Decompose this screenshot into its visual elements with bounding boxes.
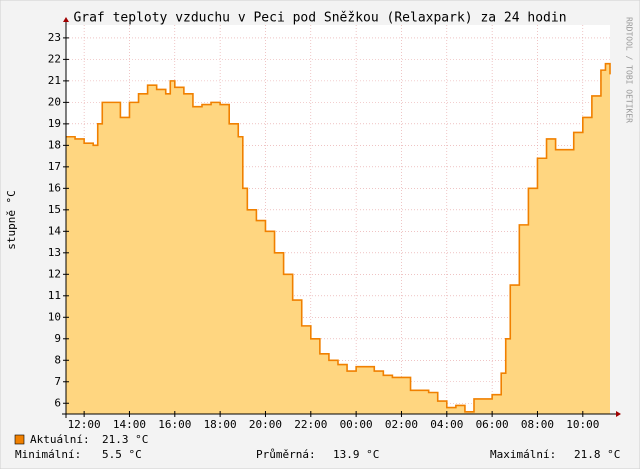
y-tick-label: 19 <box>48 117 61 130</box>
y-tick-label: 6 <box>54 396 61 409</box>
chart-title: Graf teploty vzduchu v Peci pod Sněžkou … <box>73 11 566 26</box>
area <box>66 63 610 414</box>
stat-value: 21.3 °C <box>102 433 148 446</box>
y-tick-label: 21 <box>48 74 61 87</box>
x-tick-label: 04:00 <box>430 418 463 431</box>
stat-label: Minimální: <box>15 448 81 461</box>
stat-label: Maximální: <box>490 448 556 461</box>
x-tick-label: 18:00 <box>204 418 237 431</box>
y-tick-label: 8 <box>54 353 61 366</box>
y-tick-label: 9 <box>54 332 61 345</box>
axes: 6 7 8 9 10 11 12 13 14 15 16 17 18 19 20 21 22 23 12:00 14:… <box>48 17 621 431</box>
y-arrow <box>63 17 69 22</box>
y-tick-label: 11 <box>48 289 61 302</box>
legend-swatch <box>14 434 25 445</box>
y-tick-label: 17 <box>48 160 61 173</box>
y-tick-label: 18 <box>48 138 61 151</box>
watermark: RRDTOOL / TOBI OETIKER <box>625 17 634 123</box>
y-tick-label: 10 <box>48 310 61 323</box>
stat-label: Průměrná: <box>256 448 316 461</box>
y-tick-label: 12 <box>48 267 61 280</box>
y-tick-label: 23 <box>48 31 61 44</box>
x-tick-label: 10:00 <box>566 418 599 431</box>
x-tick-label: 22:00 <box>294 418 327 431</box>
stat-value: 5.5 °C <box>102 448 142 461</box>
x-tick-label: 00:00 <box>340 418 373 431</box>
x-tick-label: 08:00 <box>521 418 554 431</box>
y-tick-label: 20 <box>48 95 61 108</box>
stat-value: 13.9 °C <box>333 448 379 461</box>
marks <box>66 62 611 414</box>
x-tick-label: 02:00 <box>385 418 418 431</box>
y-tick-label: 7 <box>54 375 61 388</box>
line <box>66 62 611 413</box>
x-tick-label: 14:00 <box>113 418 146 431</box>
stat-value: 21.8 °C <box>574 448 620 461</box>
y-tick-label: 16 <box>48 181 61 194</box>
y-tick-label: 13 <box>48 246 61 259</box>
y-tick-label: 14 <box>48 224 62 237</box>
x-arrow <box>616 411 621 417</box>
y-tick-label: 22 <box>48 52 61 65</box>
x-tick-label: 20:00 <box>249 418 282 431</box>
y-tick-label: 15 <box>48 203 61 216</box>
x-tick-label: 12:00 <box>68 418 101 431</box>
x-tick-label: 06:00 <box>476 418 509 431</box>
x-tick-label: 16:00 <box>158 418 191 431</box>
y-axis-label: stupně °C <box>5 190 18 250</box>
legend-label: Aktuální: <box>30 433 90 446</box>
